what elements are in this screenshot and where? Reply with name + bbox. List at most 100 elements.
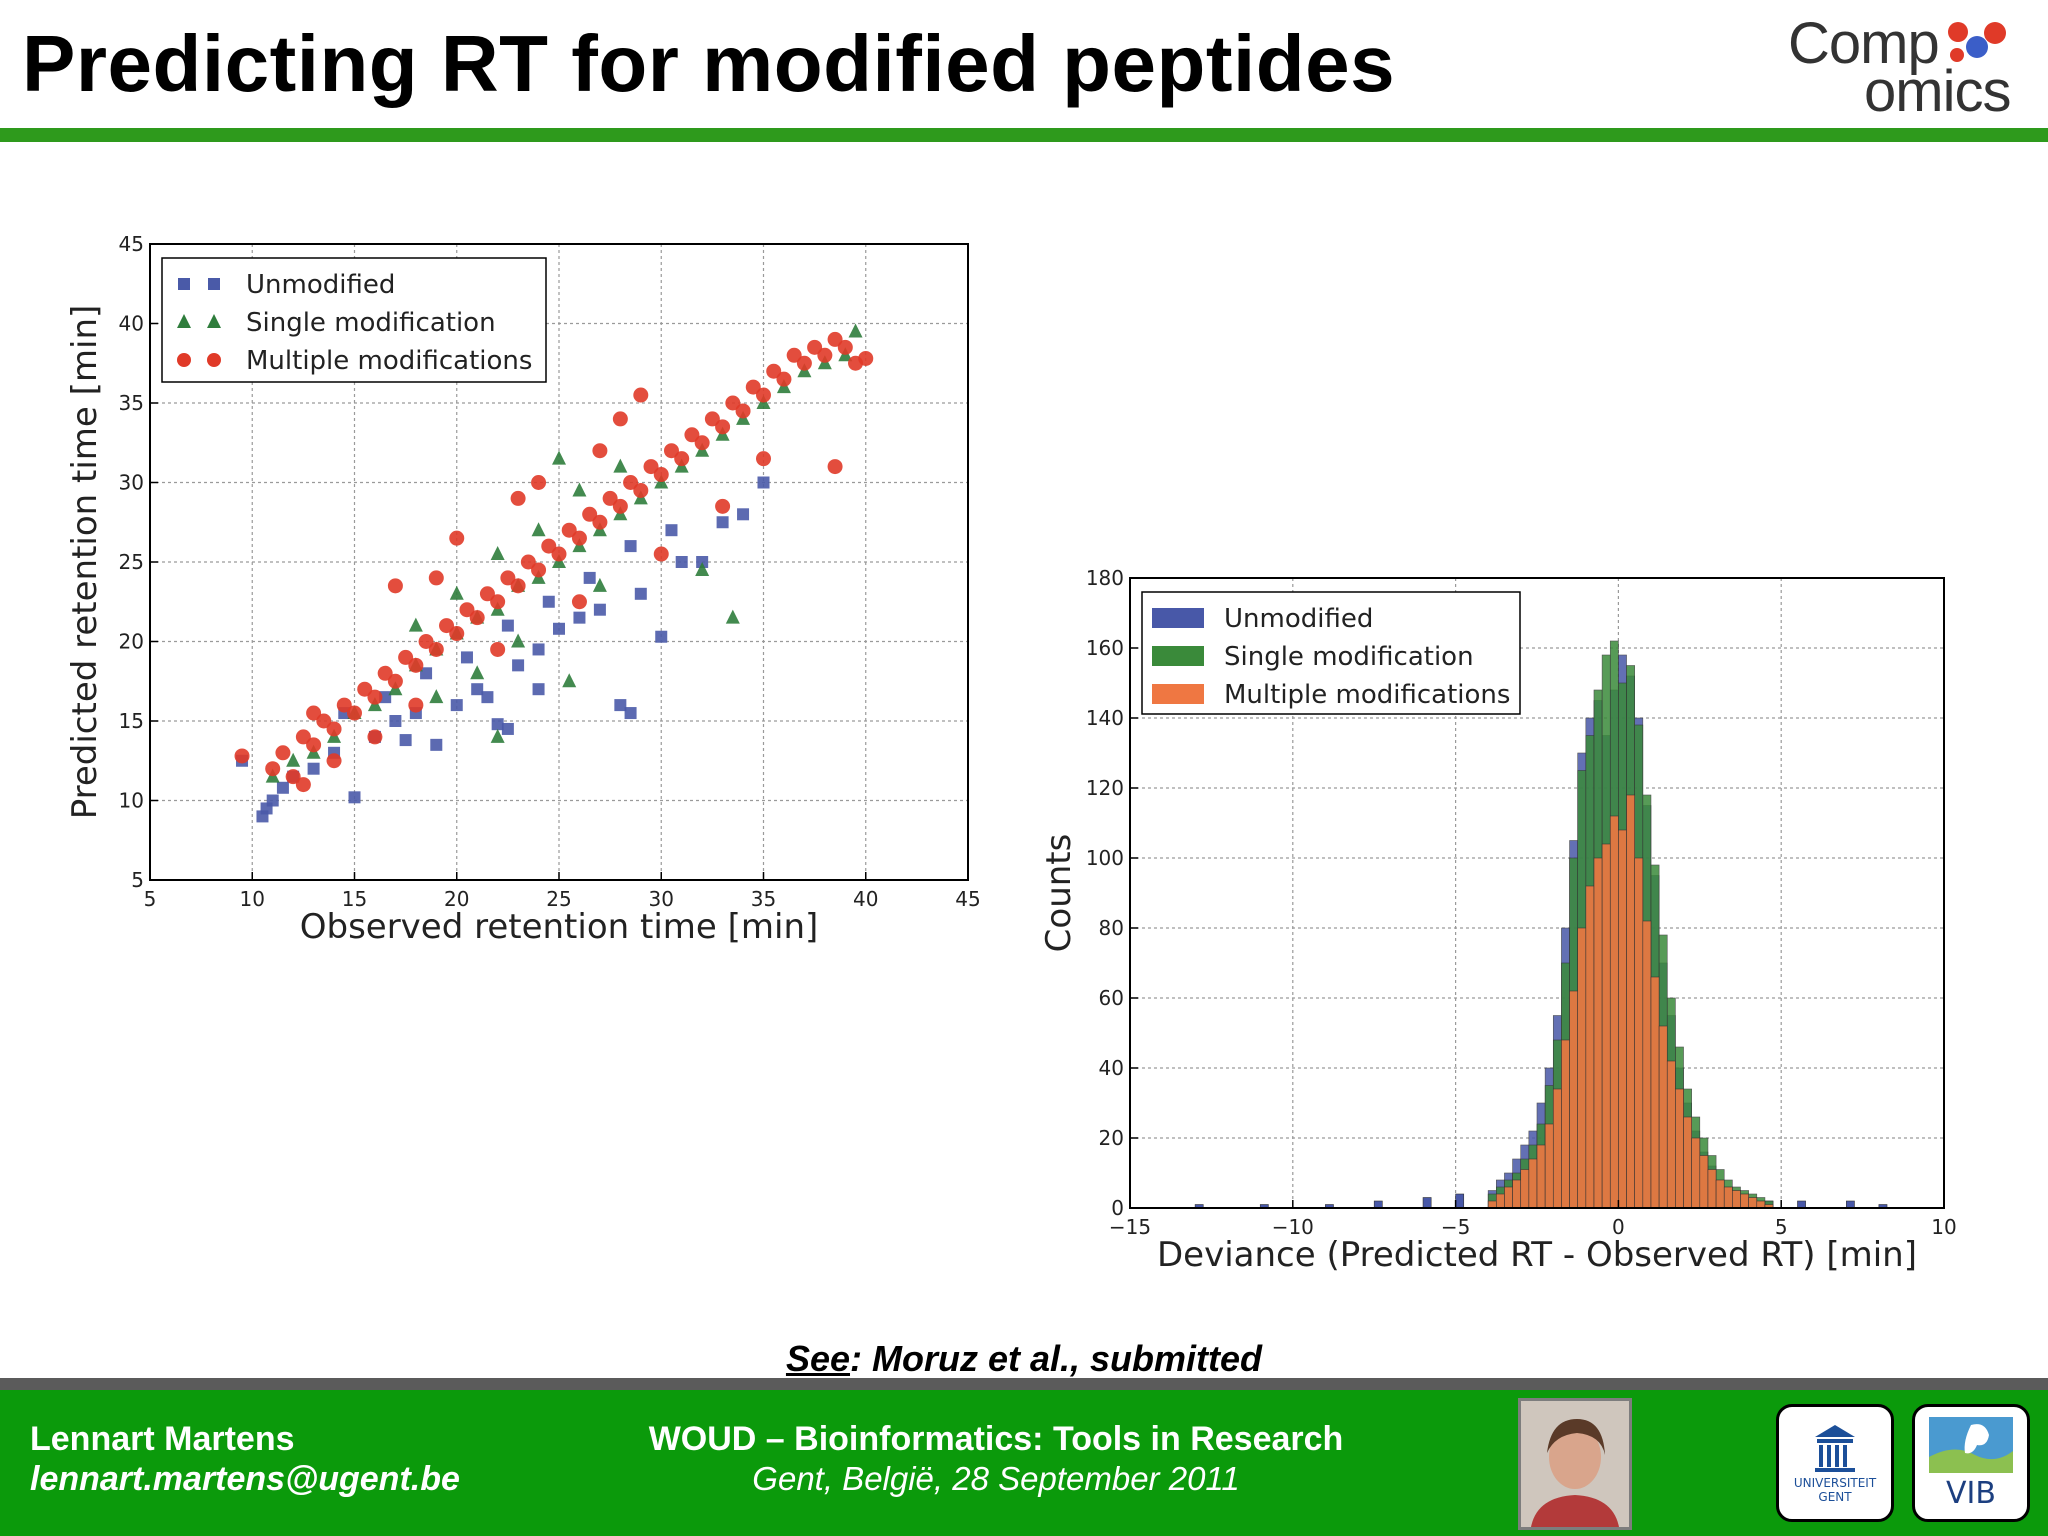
legend-marker-single-modification bbox=[177, 314, 191, 328]
histogram-tail-bar bbox=[1422, 1197, 1432, 1209]
point-unmodified bbox=[542, 595, 555, 608]
histogram-bar bbox=[1707, 1169, 1717, 1209]
point-multiple-modifications bbox=[306, 705, 322, 721]
histogram-bar bbox=[1544, 1123, 1554, 1209]
histogram-bar bbox=[1748, 1197, 1758, 1209]
footer: Lennart Martens lennart.martens@ugent.be… bbox=[0, 1390, 2048, 1536]
point-unmodified bbox=[512, 659, 525, 672]
point-single-modification bbox=[531, 522, 546, 537]
histogram-bar bbox=[1593, 857, 1603, 1209]
legend-swatch bbox=[1152, 684, 1204, 704]
point-multiple-modifications bbox=[285, 769, 301, 785]
histogram-bar bbox=[1601, 843, 1611, 1209]
event-title: WOUD – Bioinformatics: Tools in Research bbox=[0, 1420, 2048, 1459]
point-multiple-modifications bbox=[715, 419, 731, 435]
ugent-logo-line1: UNIVERSITEIT bbox=[1794, 1476, 1877, 1490]
point-multiple-modifications bbox=[602, 490, 618, 506]
x-tick-label: −5 bbox=[1441, 1215, 1470, 1239]
point-unmodified bbox=[471, 683, 484, 696]
point-unmodified bbox=[481, 691, 494, 704]
point-multiple-modifications bbox=[510, 578, 526, 594]
histogram-bar bbox=[1691, 1137, 1701, 1209]
x-tick-label: 10 bbox=[240, 887, 265, 911]
point-single-modification bbox=[695, 561, 710, 576]
point-multiple-modifications bbox=[858, 350, 874, 366]
point-multiple-modifications bbox=[623, 475, 639, 490]
point-multiple-modifications bbox=[469, 610, 485, 626]
y-tick-label: 80 bbox=[1099, 916, 1124, 940]
point-multiple-modifications bbox=[612, 498, 628, 514]
point-unmodified bbox=[757, 476, 770, 489]
point-single-modification bbox=[613, 458, 628, 473]
y-tick-label: 100 bbox=[1086, 846, 1124, 870]
point-multiple-modifications bbox=[479, 586, 495, 602]
point-unmodified bbox=[583, 571, 596, 584]
event-place-text: Gent, België, 28 September 2011 bbox=[752, 1460, 1240, 1497]
point-multiple-modifications bbox=[316, 713, 332, 729]
point-multiple-modifications bbox=[612, 411, 628, 427]
histogram-bar bbox=[1487, 1200, 1497, 1209]
point-unmodified bbox=[389, 715, 402, 727]
point-multiple-modifications bbox=[756, 451, 771, 467]
point-single-modification bbox=[592, 577, 607, 592]
ugent-logo-image: UNIVERSITEIT GENT bbox=[1794, 1425, 1877, 1504]
point-multiple-modifications bbox=[367, 689, 383, 705]
point-unmodified bbox=[624, 707, 637, 720]
reference-citation: : Moruz et al., submitted bbox=[850, 1338, 1263, 1379]
point-multiple-modifications bbox=[428, 570, 444, 586]
histogram-bar bbox=[1642, 920, 1652, 1209]
point-unmodified bbox=[307, 762, 320, 775]
point-single-modification bbox=[552, 450, 566, 465]
x-tick-label: 35 bbox=[751, 887, 776, 911]
point-multiple-modifications bbox=[571, 594, 587, 610]
point-single-modification bbox=[286, 752, 301, 767]
point-multiple-modifications bbox=[531, 562, 547, 578]
point-multiple-modifications bbox=[694, 435, 710, 451]
legend-label: Multiple modifications bbox=[246, 346, 532, 376]
point-multiple-modifications bbox=[490, 641, 506, 657]
point-single-modification bbox=[408, 617, 423, 632]
point-multiple-modifications bbox=[715, 498, 731, 514]
plot-frame bbox=[1129, 577, 1945, 1209]
y-tick-label: 180 bbox=[1086, 566, 1124, 590]
point-multiple-modifications bbox=[827, 459, 843, 475]
legend-label: Unmodified bbox=[246, 270, 395, 300]
point-multiple-modifications bbox=[326, 753, 342, 769]
point-unmodified bbox=[675, 556, 688, 568]
histogram-bar bbox=[1495, 1193, 1505, 1209]
y-tick-label: 40 bbox=[1099, 1056, 1124, 1080]
point-unmodified bbox=[420, 667, 433, 680]
histogram-bar bbox=[1609, 815, 1619, 1209]
x-tick-label: 40 bbox=[853, 887, 878, 911]
point-single-modification bbox=[511, 633, 526, 648]
x-tick-label: 5 bbox=[144, 887, 157, 911]
point-unmodified bbox=[665, 524, 678, 537]
point-multiple-modifications bbox=[735, 403, 751, 419]
ugent-logo: UNIVERSITEIT GENT bbox=[1776, 1404, 1894, 1522]
point-multiple-modifications bbox=[643, 459, 659, 475]
point-multiple-modifications bbox=[592, 514, 608, 530]
point-multiple-modifications bbox=[704, 411, 720, 427]
point-single-modification bbox=[490, 728, 505, 743]
point-multiple-modifications bbox=[541, 538, 557, 554]
histogram-bar bbox=[1634, 857, 1644, 1209]
point-multiple-modifications bbox=[459, 602, 475, 618]
compomics-logo: Comp omics bbox=[1788, 14, 2028, 124]
legend-marker-multiple-modifications bbox=[177, 353, 191, 367]
point-multiple-modifications bbox=[786, 347, 802, 363]
point-unmodified bbox=[573, 611, 586, 624]
point-multiple-modifications bbox=[449, 530, 465, 546]
vib-logo-text: VIB bbox=[1946, 1476, 1996, 1511]
y-axis-label: Counts bbox=[1040, 834, 1079, 953]
point-multiple-modifications bbox=[347, 705, 362, 721]
point-multiple-modifications bbox=[510, 490, 526, 506]
ugent-logo-line2: GENT bbox=[1818, 1490, 1852, 1504]
point-multiple-modifications bbox=[490, 594, 506, 610]
point-multiple-modifications bbox=[531, 475, 547, 490]
legend-label: Single modification bbox=[246, 308, 496, 338]
point-unmodified bbox=[276, 781, 289, 794]
point-multiple-modifications bbox=[295, 729, 311, 745]
point-multiple-modifications bbox=[449, 626, 465, 642]
point-unmodified bbox=[348, 791, 361, 804]
point-multiple-modifications bbox=[265, 761, 281, 777]
